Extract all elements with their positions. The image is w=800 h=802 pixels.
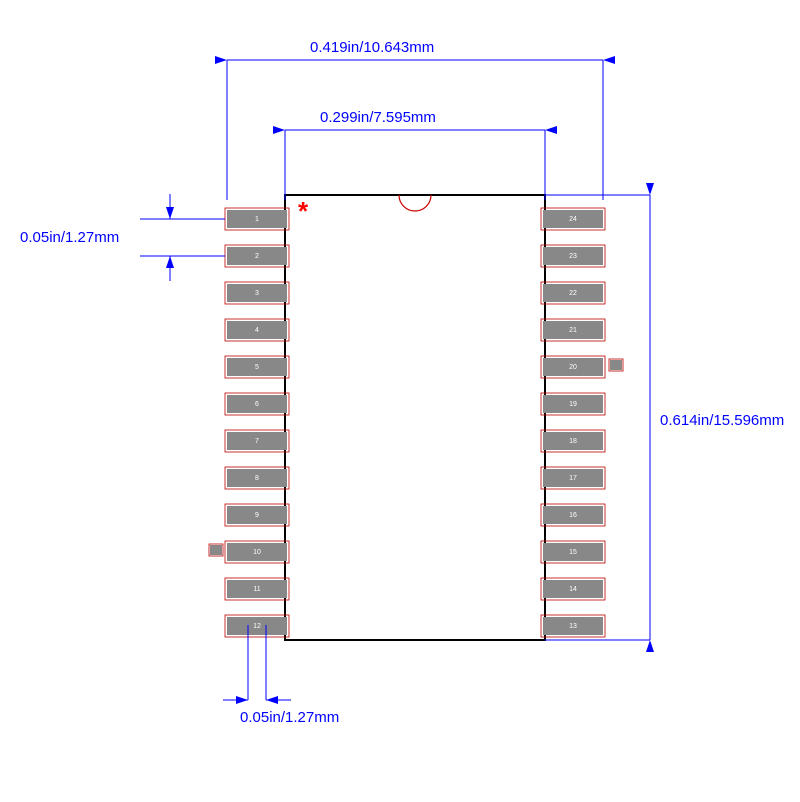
- pin-label-2: 2: [255, 253, 259, 260]
- pin-label-19: 19: [569, 401, 577, 408]
- pin-label-15: 15: [569, 549, 577, 556]
- pin-label-1: 1: [255, 216, 259, 223]
- pin-label-24: 24: [569, 216, 577, 223]
- package-footprint-diagram: *123456789101112242322212019181716151413…: [0, 0, 800, 802]
- pin-label-10: 10: [253, 549, 261, 556]
- pin1-star-marker: *: [298, 196, 309, 226]
- pin-label-9: 9: [255, 512, 259, 519]
- pin-label-18: 18: [569, 438, 577, 445]
- pin-label-5: 5: [255, 364, 259, 371]
- ic-body-outline: [285, 195, 545, 640]
- dim-pad-width: 0.05in/1.27mm: [240, 709, 339, 726]
- pin-label-17: 17: [569, 475, 577, 482]
- dim-overall-width: 0.419in/10.643mm: [310, 39, 434, 56]
- dim-overall-height: 0.614in/15.596mm: [660, 412, 784, 429]
- pin-label-20: 20: [569, 364, 577, 371]
- pin1-notch-arc: [399, 195, 431, 211]
- fiducial-1: [610, 360, 622, 370]
- pin-label-13: 13: [569, 623, 577, 630]
- pin-label-3: 3: [255, 290, 259, 297]
- pin-label-8: 8: [255, 475, 259, 482]
- pin-label-23: 23: [569, 253, 577, 260]
- pin-label-16: 16: [569, 512, 577, 519]
- pin-label-6: 6: [255, 401, 259, 408]
- fiducial-0: [210, 545, 222, 555]
- pin-label-21: 21: [569, 327, 577, 334]
- dim-pin-pitch: 0.05in/1.27mm: [20, 229, 119, 246]
- pin-label-12: 12: [253, 623, 261, 630]
- pin-label-22: 22: [569, 290, 577, 297]
- pin-label-7: 7: [255, 438, 259, 445]
- pin-label-11: 11: [253, 586, 260, 593]
- dim-body-width: 0.299in/7.595mm: [320, 109, 436, 126]
- pin-label-4: 4: [255, 327, 259, 334]
- pin-label-14: 14: [569, 586, 577, 593]
